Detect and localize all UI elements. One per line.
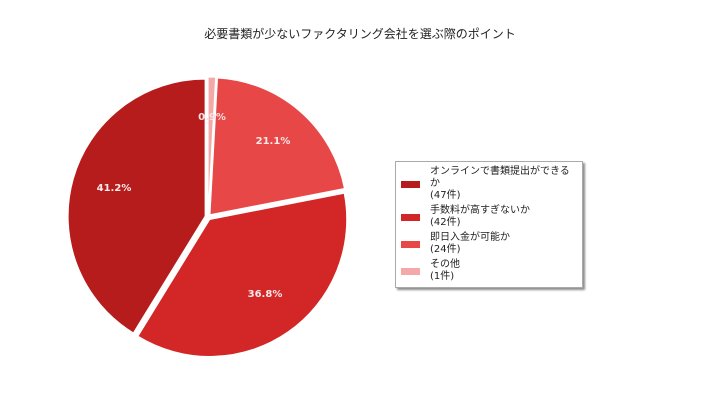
slice-percentage-label: 36.8% (248, 289, 283, 300)
slice-percentage-label: 21.1% (256, 136, 291, 147)
legend-label: 即日入金が可能か (430, 232, 510, 243)
pie-slice (137, 192, 348, 357)
legend-label: その他 (430, 259, 460, 270)
legend-item-same-day: 即日入金が可能か (24件) (396, 231, 582, 258)
legend-item-online: オンラインで書類提出ができるか (47件) (396, 165, 582, 204)
legend-label: 手数料が高すぎないか (430, 205, 530, 216)
slice-percentage-label: 0.9% (198, 112, 226, 123)
pie-slice (207, 76, 217, 215)
legend-swatch (401, 180, 420, 188)
legend-count: (24件) (430, 244, 461, 255)
chart-legend: オンラインで書類提出ができるか (47件) 手数料が高すぎないか (42件) 即日入… (395, 161, 583, 288)
slice-percentage-label: 41.2% (97, 183, 132, 194)
legend-label: オンラインで書類提出ができるか (430, 166, 570, 189)
legend-count: (42件) (430, 217, 461, 228)
legend-count: (1件) (430, 271, 455, 282)
legend-swatch (401, 213, 420, 221)
legend-swatch (401, 240, 420, 248)
legend-count: (47件) (430, 190, 461, 201)
pie-slice (209, 77, 346, 216)
chart-title: 必要書類が少ないファクタリング会社を選ぶ際のポイント (204, 27, 516, 41)
legend-item-other: その他 (1件) (396, 258, 582, 285)
pie-slice (67, 78, 206, 334)
legend-item-fee: 手数料が高すぎないか (42件) (396, 204, 582, 231)
legend-swatch (401, 267, 420, 275)
